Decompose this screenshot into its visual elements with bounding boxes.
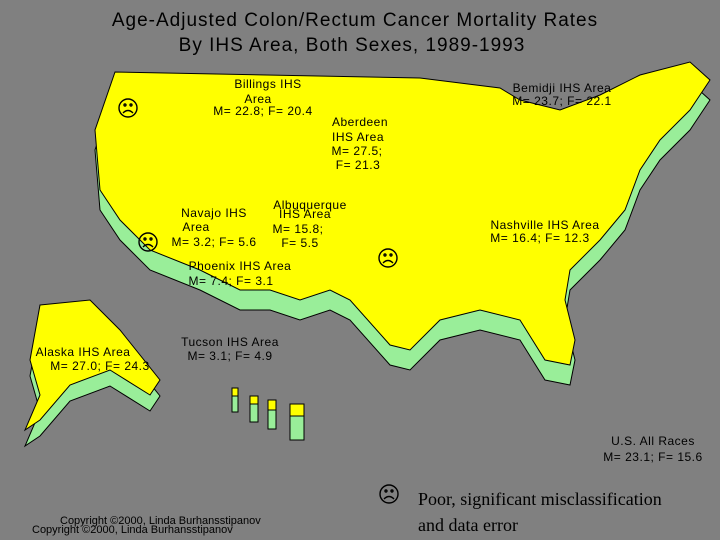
title: Age-Adjusted Colon/Rectum Cancer Mortali… [112, 10, 598, 31]
hawaii [231, 387, 305, 441]
region-label: Area [244, 92, 271, 106]
copyright: Copyright ©2000, Linda Burhansstipanov [32, 524, 233, 536]
region-rates: F= 21.3 [336, 158, 381, 172]
warning-icon [118, 98, 138, 118]
mainland [94, 61, 711, 366]
region-rates: M= 3.2; F= 5.6 [171, 235, 256, 249]
region-rates: M= 15.8; [272, 222, 323, 236]
region-rates: M= 22.8; F= 20.4 [213, 104, 312, 118]
region-label: Bemidji IHS Area [513, 81, 612, 95]
region-label: Albuquerque [273, 198, 347, 212]
us-rates: M= 23.1; F= 15.6 [603, 450, 702, 464]
region-rates: M= 27.0; F= 24.3 [50, 359, 149, 373]
copyright: Copyright ©2000, Linda Burhansstipanov [60, 515, 261, 527]
region-rates: M= 27.5; [331, 144, 382, 158]
region-label: Tucson IHS Area [181, 335, 279, 349]
region-rates: M= 23.7; F= 22.1 [512, 94, 611, 108]
region-rates: M= 7.4; F= 3.1 [188, 274, 273, 288]
region-labels: Billings IHS Area M= 22.8; F= 20.4 Aberd… [36, 77, 703, 464]
legend-text: Poor, significant misclassification [418, 489, 662, 509]
legend-text: and data error [418, 515, 518, 535]
region-label: IHS Area [332, 130, 384, 144]
region-label: Billings IHS [234, 77, 301, 91]
region-label: Area [182, 220, 209, 234]
region-label: Nashville IHS Area [490, 218, 599, 232]
warning-icon [379, 484, 399, 504]
alaska [23, 299, 161, 432]
region-label: Alaska IHS Area [36, 345, 131, 359]
warning-icon [378, 248, 398, 268]
region-rates: F= 5.5 [281, 236, 318, 250]
region-label: IHS Area [279, 207, 331, 221]
us-label: U.S. All Races [611, 434, 695, 448]
map [23, 61, 711, 448]
region-label: Phoenix IHS Area [189, 259, 292, 273]
warning-icon [138, 232, 158, 252]
region-label: Navajo IHS [181, 206, 247, 220]
region-label: Aberdeen [332, 115, 388, 129]
region-rates: M= 16.4; F= 12.3 [490, 231, 589, 245]
region-rates: M= 3.1; F= 4.9 [187, 349, 272, 363]
title: By IHS Area, Both Sexes, 1989-1993 [179, 35, 526, 56]
